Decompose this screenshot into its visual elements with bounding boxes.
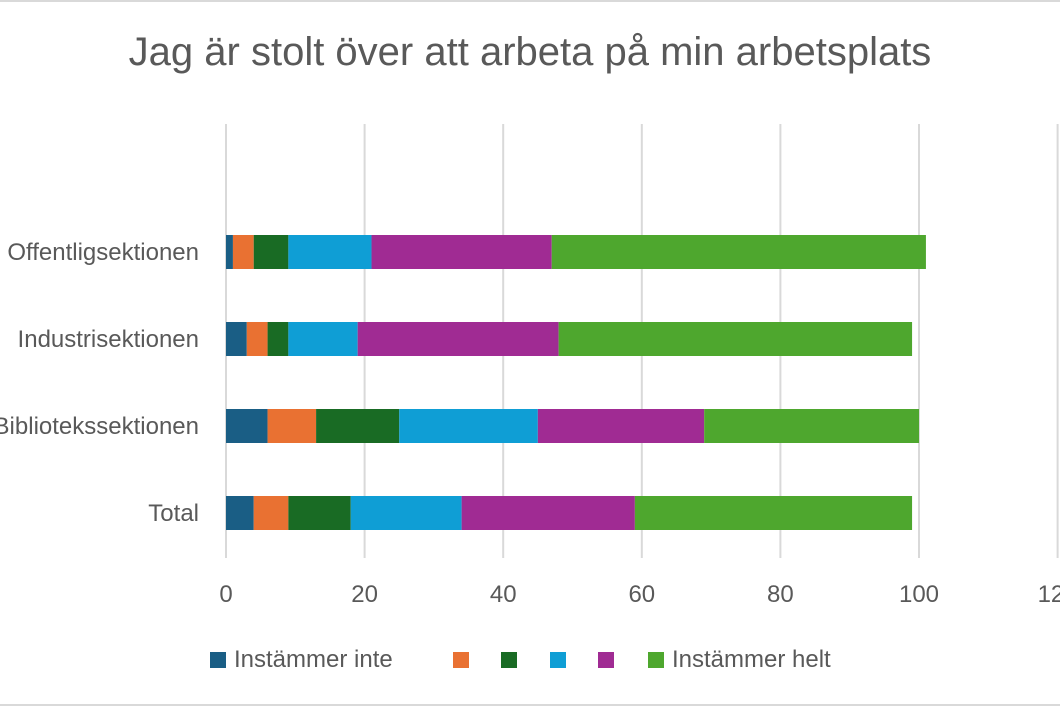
legend-item: Instämmer inte <box>210 642 393 678</box>
bar-segment <box>253 235 289 269</box>
legend-swatch <box>550 652 566 668</box>
bar-segment <box>350 496 462 530</box>
legend-label: Instämmer helt <box>672 646 831 673</box>
legend-item <box>598 642 614 678</box>
legend-item <box>550 642 566 678</box>
bar-segment <box>288 235 372 269</box>
legend-label: Instämmer inte <box>234 646 393 673</box>
x-tick-label: 120 <box>1038 581 1060 608</box>
legend-swatch <box>453 652 469 668</box>
legend-swatch <box>648 652 664 668</box>
bar-segment <box>226 235 233 269</box>
bar-segment <box>537 409 705 443</box>
chart-title: Jag är stolt över att arbeta på min arbe… <box>128 30 932 74</box>
bar-segment <box>461 496 635 530</box>
bar-segment <box>232 235 254 269</box>
category-label: Industrisektionen <box>18 326 199 353</box>
legend-swatch <box>501 652 517 668</box>
bar-segment <box>399 409 538 443</box>
bar-segment <box>357 322 559 356</box>
x-tick-label: 80 <box>767 581 794 608</box>
x-tick-label: 40 <box>490 581 517 608</box>
legend-item: Instämmer helt <box>648 642 831 678</box>
bar-segment <box>634 496 913 530</box>
bar-segment <box>253 496 289 530</box>
category-label: Total <box>148 500 199 527</box>
legend: Instämmer inte Instämmer helt <box>0 642 1060 678</box>
bar-segment <box>288 322 358 356</box>
bar-segment <box>226 322 247 356</box>
bar-segment <box>267 409 317 443</box>
bar-segment <box>267 322 289 356</box>
bar-segment <box>226 409 268 443</box>
bar-segment <box>371 235 552 269</box>
x-tick-label: 100 <box>899 581 939 608</box>
legend-swatch <box>598 652 614 668</box>
bar-segment <box>246 322 268 356</box>
bar-segment <box>316 409 400 443</box>
category-label: Bibliotekssektionen <box>0 413 199 440</box>
x-tick-label: 20 <box>351 581 378 608</box>
x-tick-label: 60 <box>628 581 655 608</box>
bar-segment <box>704 409 919 443</box>
x-tick-label: 0 <box>219 581 232 608</box>
bar-segment <box>551 235 926 269</box>
legend-item <box>453 642 469 678</box>
legend-swatch <box>210 652 226 668</box>
bar-segment <box>558 322 913 356</box>
bar-segment <box>226 496 254 530</box>
category-label: Offentligsektionen <box>7 239 199 266</box>
bar-segment <box>288 496 351 530</box>
legend-item <box>501 642 517 678</box>
